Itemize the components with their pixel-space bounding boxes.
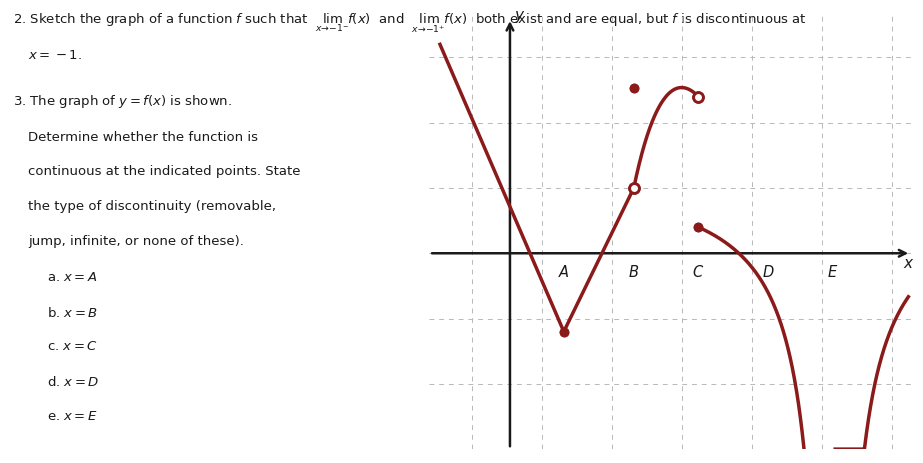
Text: a. $x = A$: a. $x = A$ xyxy=(47,271,98,284)
Text: continuous at the indicated points. State: continuous at the indicated points. Stat… xyxy=(28,165,300,178)
Text: 2. Sketch the graph of a function $f$ such that  $\lim_{x\to -1^-}\!f(x)$  and  : 2. Sketch the graph of a function $f$ su… xyxy=(13,12,807,35)
Text: $x$: $x$ xyxy=(903,257,914,271)
Text: $D$: $D$ xyxy=(762,264,774,280)
Text: $y$: $y$ xyxy=(514,9,525,25)
Text: d. $x = D$: d. $x = D$ xyxy=(47,375,100,389)
Text: 3. The graph of $y = f(x)$ is shown.: 3. The graph of $y = f(x)$ is shown. xyxy=(13,93,232,110)
Text: $E$: $E$ xyxy=(827,264,839,280)
Text: the type of discontinuity (removable,: the type of discontinuity (removable, xyxy=(28,200,276,213)
Text: $C$: $C$ xyxy=(692,264,704,280)
Text: c. $x = C$: c. $x = C$ xyxy=(47,340,98,353)
Text: $x = -1$.: $x = -1$. xyxy=(28,49,82,62)
Text: $B$: $B$ xyxy=(629,264,640,280)
Text: Determine whether the function is: Determine whether the function is xyxy=(28,131,258,144)
Text: $A$: $A$ xyxy=(557,264,569,280)
Text: e. $x = E$: e. $x = E$ xyxy=(47,410,98,423)
Text: jump, infinite, or none of these).: jump, infinite, or none of these). xyxy=(28,235,244,248)
Text: b. $x = B$: b. $x = B$ xyxy=(47,306,99,319)
